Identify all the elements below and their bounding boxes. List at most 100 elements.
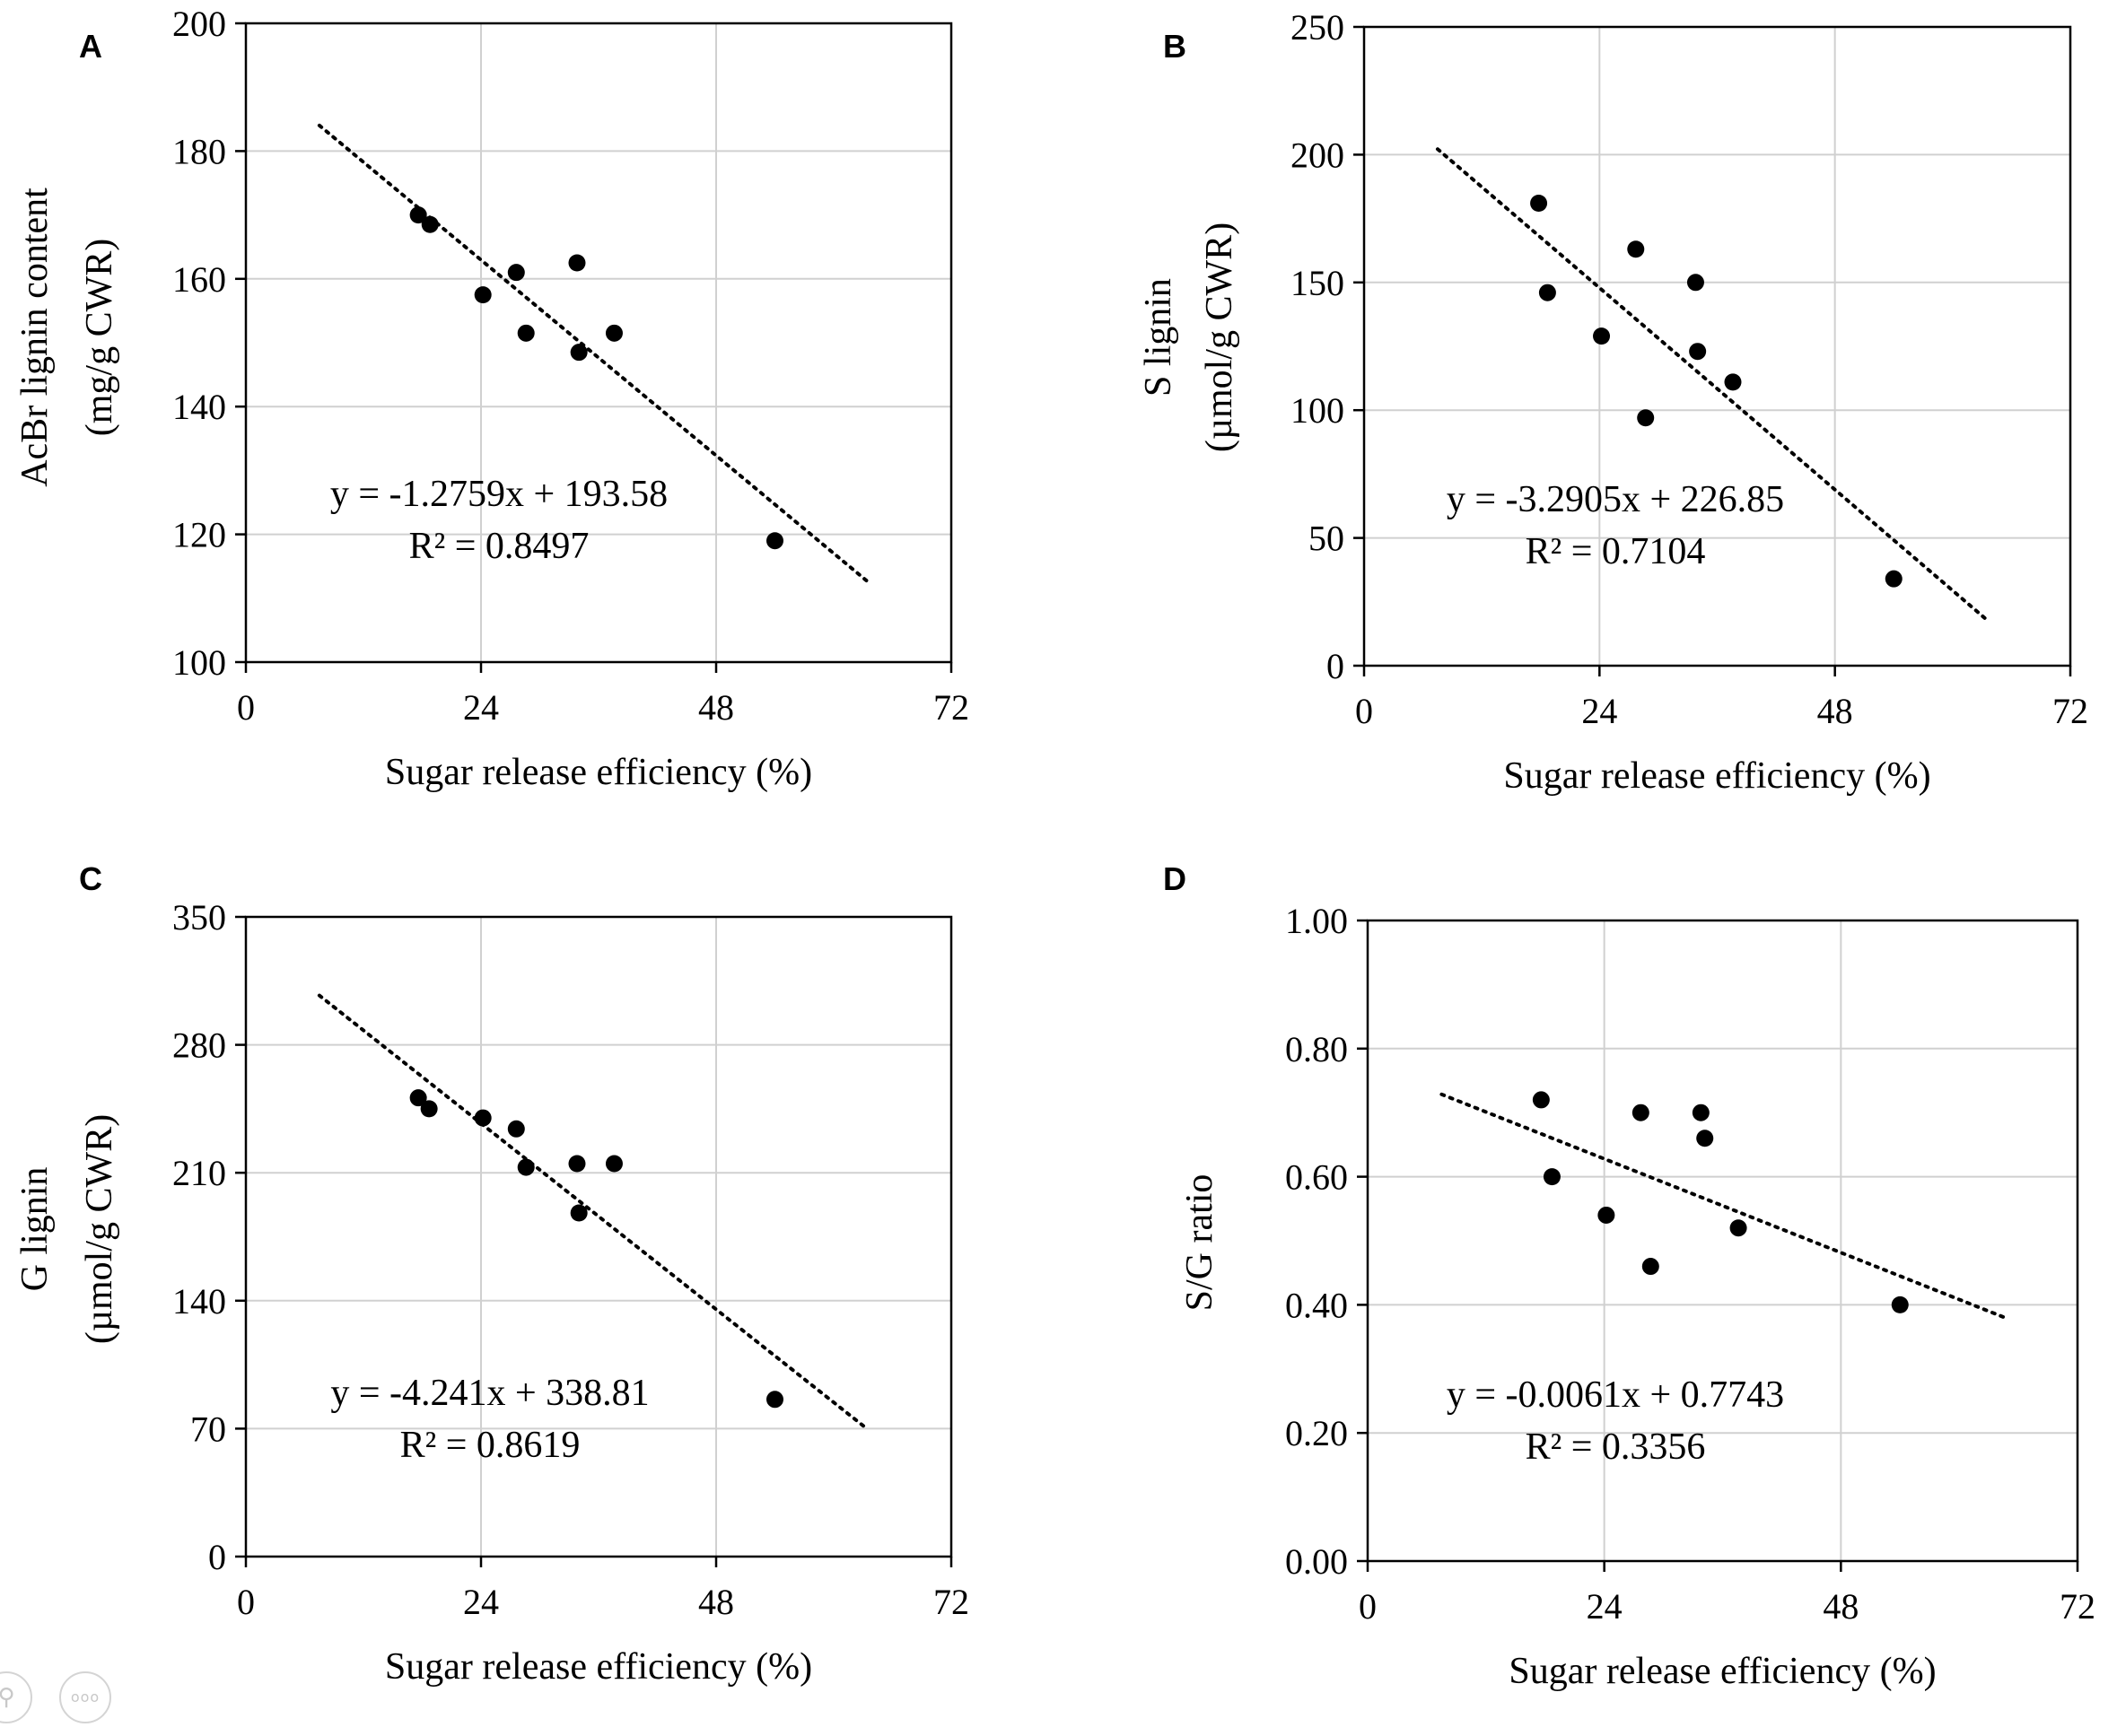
data-point (766, 532, 783, 550)
data-point (1593, 327, 1611, 345)
chart-panel-d: 0.00 0.20 0.40 0.60 0.80 1.00 0 24 48 72 Sugar rel… (1163, 860, 2095, 1692)
trendline (317, 123, 870, 584)
y-tick-label: 0.60 (1285, 1157, 1348, 1198)
plot-frame (1362, 25, 2072, 667)
data-point (409, 1089, 427, 1107)
chart-panel-a: 100 120 140 160 180 200 0 24 48 72 Sugar release e… (14, 4, 969, 793)
data-point (1891, 1295, 1909, 1313)
y-axis-title: S/G ratio (1179, 1174, 1220, 1312)
data-point (507, 1120, 525, 1138)
y-tick-label: 0.20 (1285, 1413, 1348, 1453)
x-tick-label: 48 (698, 687, 734, 728)
more-button[interactable]: ooo (59, 1671, 111, 1723)
data-point (570, 1204, 588, 1222)
y-tick-label: 140 (172, 387, 226, 427)
y-tick-label: 100 (172, 642, 226, 683)
data-point (1689, 343, 1707, 361)
data-point (1724, 373, 1742, 391)
y-axis-subtitle: (mg/g CWR) (79, 239, 120, 436)
x-tick-label: 48 (698, 1582, 734, 1622)
data-point (1597, 1206, 1615, 1224)
data-point (409, 206, 427, 224)
y-tick-label: 280 (172, 1025, 226, 1066)
y-tick-label: 0 (1326, 646, 1344, 686)
plot-frame (244, 22, 953, 664)
data-point (1543, 1168, 1561, 1186)
y-axis-subtitle: (µmol/g CWR) (1199, 222, 1240, 452)
data-point (1729, 1219, 1747, 1237)
plot-frame (1366, 919, 2079, 1563)
y-tick-label: 0.40 (1285, 1285, 1348, 1325)
x-axis-title: Sugar release efficiency (%) (1503, 755, 1930, 797)
data-point (420, 1100, 438, 1118)
y-axis-title: G lignin (14, 1167, 56, 1292)
data-point (1627, 240, 1645, 258)
x-tick-label: 24 (1587, 1586, 1623, 1627)
regression-equation: y = -4.241x + 338.81 (330, 1373, 649, 1414)
y-tick-label: 50 (1308, 519, 1344, 559)
y-tick-label: 140 (172, 1281, 226, 1322)
data-point (1538, 284, 1556, 301)
data-point (568, 1155, 586, 1173)
x-tick-label: 24 (1581, 691, 1617, 731)
y-tick-label: 0.80 (1285, 1029, 1348, 1069)
y-tick-label: 150 (1290, 263, 1344, 303)
magnifier-icon: ⚲ (0, 1684, 15, 1711)
data-point (507, 264, 525, 282)
panel-letter: A (79, 28, 102, 65)
y-tick-label: 70 (190, 1409, 226, 1449)
x-tick-label: 48 (1823, 1586, 1859, 1627)
chart-panel-c: 0 70 140 210 280 350 0 24 48 72 Sugar release effi… (14, 860, 969, 1688)
y-tick-label: 1.00 (1285, 901, 1348, 941)
data-point (1885, 570, 1903, 588)
data-point (421, 215, 439, 233)
y-axis-title: AcBr lignin content (14, 188, 56, 487)
r-squared: R² = 0.3356 (1526, 1426, 1706, 1468)
x-tick-label: 0 (237, 687, 255, 728)
y-tick-label: 250 (1290, 7, 1344, 48)
y-tick-label: 160 (172, 259, 226, 300)
data-point (1692, 1104, 1710, 1121)
y-tick-label: 200 (172, 4, 226, 44)
data-point (474, 286, 492, 304)
y-tick-label: 120 (172, 515, 226, 555)
x-axis-title: Sugar release efficiency (%) (1509, 1651, 1936, 1692)
regression-equation: y = -0.0061x + 0.7743 (1447, 1374, 1784, 1416)
x-axis-title: Sugar release efficiency (%) (385, 1646, 812, 1688)
chart-panel-b: 0 50 100 150 200 250 0 24 48 72 Sugar release effi… (1138, 7, 2088, 797)
x-tick-label: 0 (1355, 691, 1373, 731)
trendline (1439, 1092, 2006, 1320)
x-tick-label: 72 (933, 687, 969, 728)
y-tick-label: 180 (172, 131, 226, 171)
y-tick-label: 200 (1290, 135, 1344, 175)
y-tick-label: 0.00 (1285, 1541, 1348, 1582)
data-point (517, 1158, 535, 1176)
data-point (517, 324, 535, 342)
data-point (1532, 1091, 1550, 1109)
y-axis-title: S lignin (1138, 278, 1179, 397)
y-axis-subtitle: (µmol/g CWR) (79, 1114, 120, 1344)
panel-letter: C (79, 860, 102, 897)
trendline (1435, 147, 1990, 623)
x-tick-label: 0 (237, 1582, 255, 1622)
x-axis-title: Sugar release efficiency (%) (385, 752, 812, 793)
data-point (1631, 1104, 1649, 1121)
data-point (570, 344, 588, 362)
panel-letter: B (1163, 28, 1186, 65)
x-tick-label: 24 (463, 1582, 499, 1622)
data-point (605, 1155, 623, 1173)
y-tick-label: 100 (1290, 390, 1344, 431)
y-tick-label: 210 (172, 1153, 226, 1193)
x-tick-label: 72 (933, 1582, 969, 1622)
regression-equation: y = -3.2905x + 226.85 (1447, 479, 1784, 520)
data-point (1686, 274, 1704, 292)
x-tick-label: 72 (2060, 1586, 2095, 1627)
data-point (1641, 1258, 1659, 1276)
x-tick-label: 0 (1359, 1586, 1377, 1627)
data-point (1530, 195, 1548, 213)
y-tick-label: 0 (208, 1537, 226, 1577)
y-tick-label: 350 (172, 897, 226, 938)
data-point (605, 324, 623, 342)
data-point (1637, 409, 1655, 427)
